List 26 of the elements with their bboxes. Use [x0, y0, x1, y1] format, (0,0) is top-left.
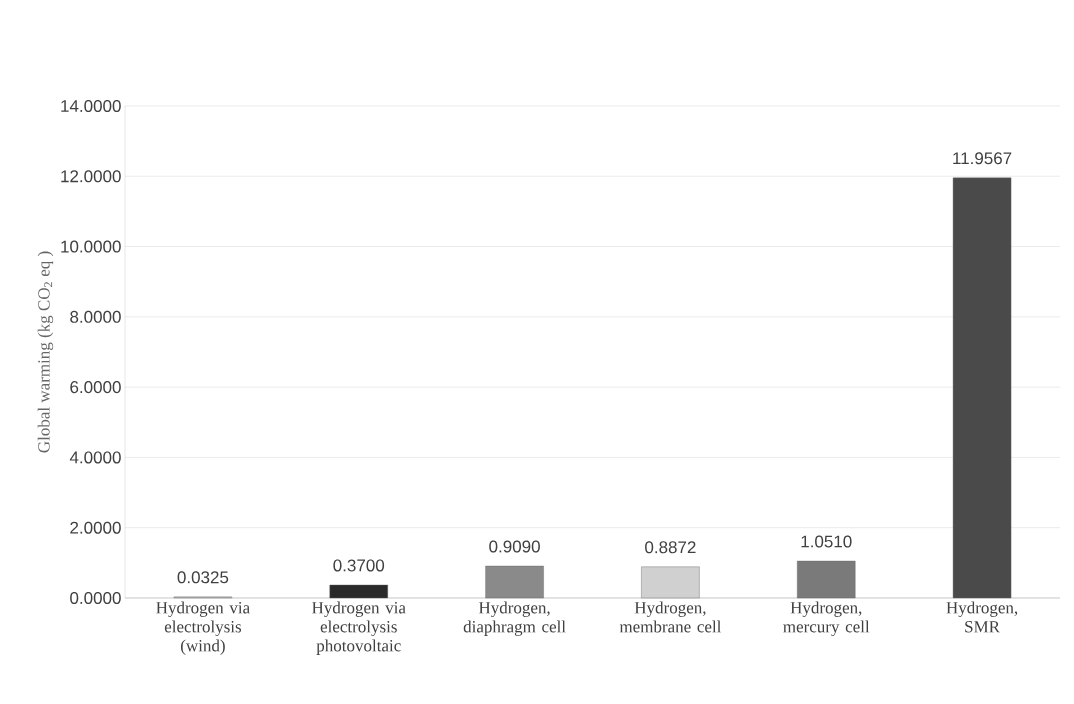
bar [329, 584, 388, 599]
data-label: 0.3700 [333, 559, 385, 572]
bar [485, 565, 544, 599]
x-tick-label: Hydrogen, SMR [946, 601, 1018, 633]
x-tick-label: Hydrogen, diaphragm cell [463, 601, 566, 636]
data-label: 11.9567 [953, 152, 1012, 165]
y-tick-label: 12.0000 [61, 170, 121, 183]
data-label: 0.9090 [489, 540, 540, 553]
x-tick-label: Hydrogen via electrolysis photovoltaic [312, 601, 406, 655]
data-label: 0.0325 [177, 571, 229, 584]
y-tick-label: 4.0000 [69, 451, 121, 464]
y-tick-label: 2.0000 [70, 521, 121, 534]
bar [952, 177, 1012, 599]
y-tick-label: 6.0000 [70, 381, 121, 394]
y-tick-label: 14.0000 [61, 99, 121, 113]
y-tick-label: 10.0000 [61, 240, 121, 253]
x-tick-label: Hydrogen via electrolysis (wind) [156, 601, 250, 655]
y-axis-title: Global warming (kg CO$_{2}$ eq ) [37, 251, 54, 453]
y-tick-label: 8.0000 [70, 310, 121, 323]
x-tick-label: Hydrogen, membrane cell [619, 601, 722, 633]
data-label: 1.0510 [801, 535, 852, 548]
y-tick-label: 0.0000 [70, 591, 121, 605]
bar [797, 560, 856, 599]
bar [641, 566, 700, 599]
x-tick-label: Hydrogen, mercury cell [783, 601, 870, 636]
data-label: 0.8872 [645, 541, 696, 554]
